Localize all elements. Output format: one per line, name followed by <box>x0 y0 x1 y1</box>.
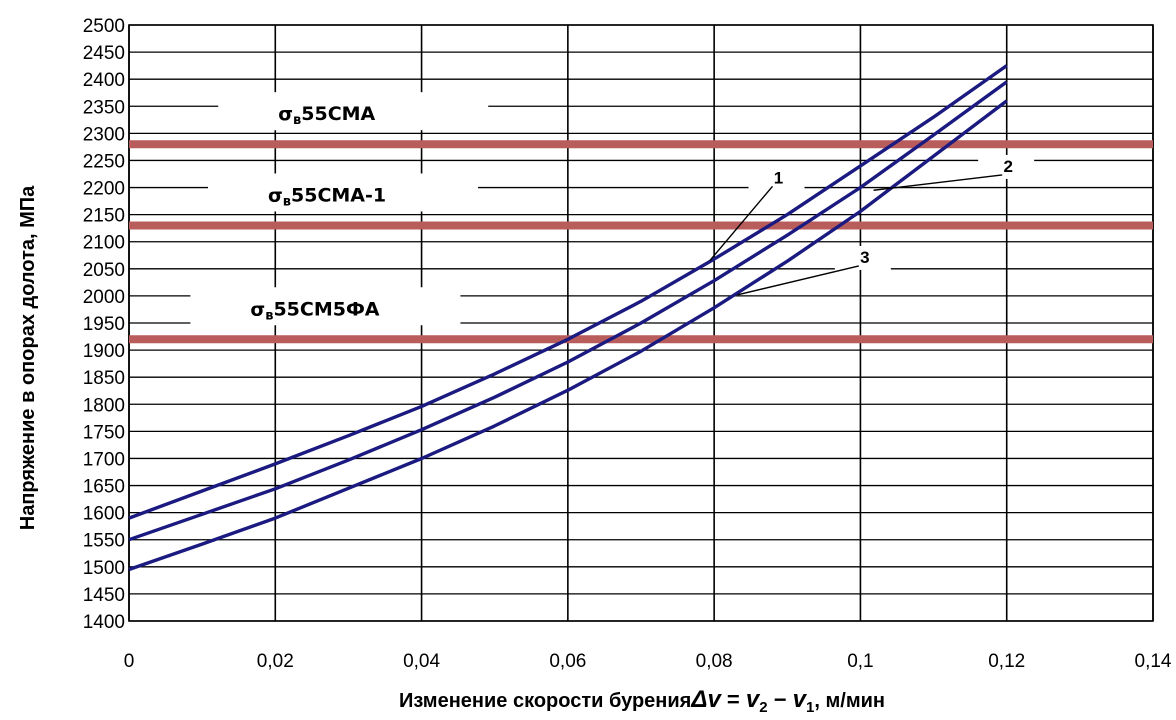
x-axis-formula-v2: v <box>746 686 761 713</box>
strength-limit-label-3: σв55СМ5ФА <box>250 298 379 323</box>
x-tick-label: 0,12 <box>988 651 1025 672</box>
curve-leader-line-1 <box>709 185 774 262</box>
curve-labels: 1 2 3 <box>709 154 1035 296</box>
y-tick-label: 1750 <box>83 422 125 443</box>
y-tick-label: 2000 <box>83 287 125 308</box>
series-line-2 <box>128 80 1008 542</box>
series-line-1 <box>128 64 1008 520</box>
curve-label-bg-1 <box>748 166 805 191</box>
y-tick-label: 1600 <box>83 504 125 525</box>
y-tick-label: 2500 <box>83 16 125 37</box>
y-tick-label: 2200 <box>83 179 125 200</box>
y-tick-labels: 1400 1450 1500 1550 1600 1650 1700 1750 1800 1850… <box>83 16 125 633</box>
y-tick-label: 1800 <box>83 395 125 416</box>
y-tick-label: 2150 <box>83 206 125 227</box>
y-tick-label: 1500 <box>83 558 125 579</box>
x-tick-label: 0 <box>124 651 135 672</box>
y-tick-label: 2050 <box>83 260 125 281</box>
x-axis-title-suffix: , м/мин <box>814 690 885 712</box>
curve-label-2: 2 <box>1003 157 1012 176</box>
y-tick-label: 2250 <box>83 151 125 172</box>
x-tick-label: 0,14 <box>1135 651 1172 672</box>
curve-leader-line-3 <box>737 265 859 296</box>
plot-area-border <box>128 24 1154 622</box>
x-axis-formula-sub2: 2 <box>759 699 767 716</box>
x-axis-formula-v: v <box>707 686 722 713</box>
curve-label-3: 3 <box>860 248 869 267</box>
y-tick-label: 2350 <box>83 97 125 118</box>
y-tick-label: 1900 <box>83 341 125 362</box>
y-tick-label: 2400 <box>83 70 125 91</box>
curve-label-1: 1 <box>774 168 783 187</box>
curve-label-bg-2 <box>978 154 1035 179</box>
y-tick-label: 1650 <box>83 477 125 498</box>
y-tick-label: 1850 <box>83 368 125 389</box>
y-tick-label: 1550 <box>83 531 125 552</box>
x-axis-formula-v1: v <box>793 686 808 713</box>
x-tick-labels: 0 0,02 0,04 0,06 0,08 0,1 0,12 0,14 <box>124 651 1172 672</box>
x-tick-label: 0,08 <box>696 651 733 672</box>
x-axis-formula-sub1: 1 <box>806 699 814 716</box>
y-tick-label: 2100 <box>83 233 125 254</box>
x-tick-label: 0,1 <box>847 651 873 672</box>
strength-limit-label-1: σв55СМА <box>278 103 375 128</box>
x-axis-formula-delta: Δ <box>690 686 707 713</box>
strength-limit-label-bg-1 <box>218 92 489 131</box>
x-tick-label: 0,04 <box>403 651 440 672</box>
y-tick-label: 2300 <box>83 124 125 145</box>
x-axis-title: Изменение скорости буренияΔv = v2 − v1, … <box>399 686 885 716</box>
strength-limit-label-bg-2 <box>207 173 478 212</box>
series-line-3 <box>128 99 1008 572</box>
y-tick-label: 1450 <box>83 585 125 606</box>
series-lines <box>128 64 1008 572</box>
y-axis-title: Напряжение в опорах долота, МПа <box>17 185 39 530</box>
x-tick-label: 0,06 <box>549 651 586 672</box>
x-axis-title-prefix: Изменение скорости бурения <box>399 690 691 712</box>
curve-label-bg-3 <box>834 245 891 270</box>
strength-limit-label-bg-3 <box>190 287 461 326</box>
y-tick-label: 2450 <box>83 43 125 64</box>
y-tick-label: 1400 <box>83 612 125 633</box>
curve-leader-line-2 <box>873 174 1003 191</box>
strength-limit-lines: σв55СМА σв55СМА-1 σв55СМ5ФА <box>129 92 1153 344</box>
x-axis-formula-eq: = <box>721 687 746 712</box>
x-axis-formula-minus: − <box>768 687 793 712</box>
y-tick-label: 1950 <box>83 314 125 335</box>
y-tick-label: 1700 <box>83 449 125 470</box>
x-tick-label: 0,02 <box>257 651 294 672</box>
strength-limit-label-2: σв55СМА-1 <box>268 184 386 209</box>
